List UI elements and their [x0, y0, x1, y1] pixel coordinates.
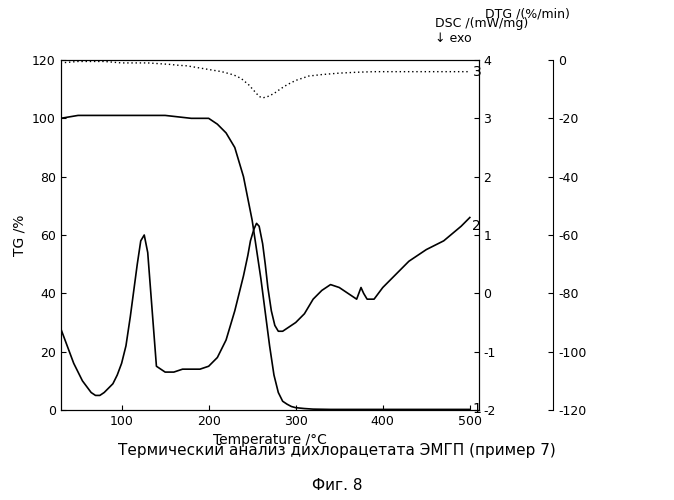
Y-axis label: TG /%: TG /%	[12, 214, 26, 256]
Text: DSC /(mW/mg)
↓ exo: DSC /(mW/mg) ↓ exo	[435, 17, 528, 45]
Text: 1: 1	[472, 402, 481, 415]
X-axis label: Temperature /°C: Temperature /°C	[213, 434, 326, 448]
Text: 2: 2	[472, 219, 481, 233]
Text: DTG /(%/min): DTG /(%/min)	[485, 7, 570, 20]
Text: Фиг. 8: Фиг. 8	[312, 478, 362, 492]
Text: 3: 3	[472, 64, 481, 78]
Text: Термический анализ дихлорацетата ЭМГП (пример 7): Термический анализ дихлорацетата ЭМГП (п…	[118, 442, 556, 458]
